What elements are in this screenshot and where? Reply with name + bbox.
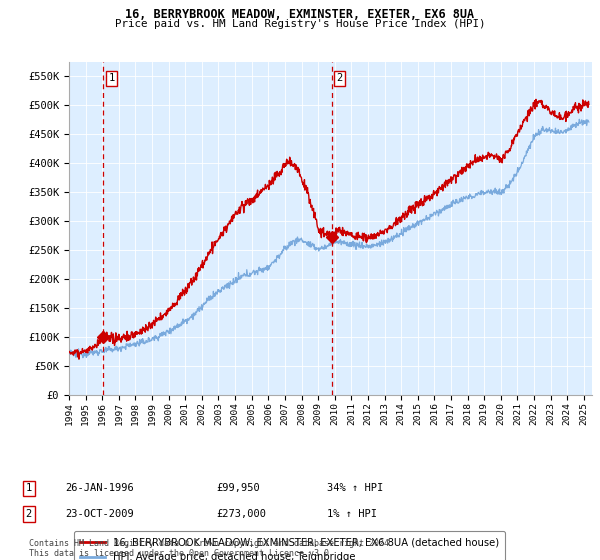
Text: 1: 1: [26, 483, 32, 493]
Text: £99,950: £99,950: [216, 483, 260, 493]
Text: 34% ↑ HPI: 34% ↑ HPI: [327, 483, 383, 493]
Text: £273,000: £273,000: [216, 509, 266, 519]
Text: 23-OCT-2009: 23-OCT-2009: [65, 509, 134, 519]
Legend: 16, BERRYBROOK MEADOW, EXMINSTER, EXETER, EX6 8UA (detached house), HPI: Average: 16, BERRYBROOK MEADOW, EXMINSTER, EXETER…: [74, 531, 505, 560]
Text: 1% ↑ HPI: 1% ↑ HPI: [327, 509, 377, 519]
Text: Price paid vs. HM Land Registry's House Price Index (HPI): Price paid vs. HM Land Registry's House …: [115, 19, 485, 29]
Text: 26-JAN-1996: 26-JAN-1996: [65, 483, 134, 493]
Text: 1: 1: [109, 73, 115, 83]
Text: 16, BERRYBROOK MEADOW, EXMINSTER, EXETER, EX6 8UA: 16, BERRYBROOK MEADOW, EXMINSTER, EXETER…: [125, 8, 475, 21]
Text: 2: 2: [337, 73, 343, 83]
Text: 2: 2: [26, 509, 32, 519]
Text: Contains HM Land Registry data © Crown copyright and database right 2024.
This d: Contains HM Land Registry data © Crown c…: [29, 539, 394, 558]
